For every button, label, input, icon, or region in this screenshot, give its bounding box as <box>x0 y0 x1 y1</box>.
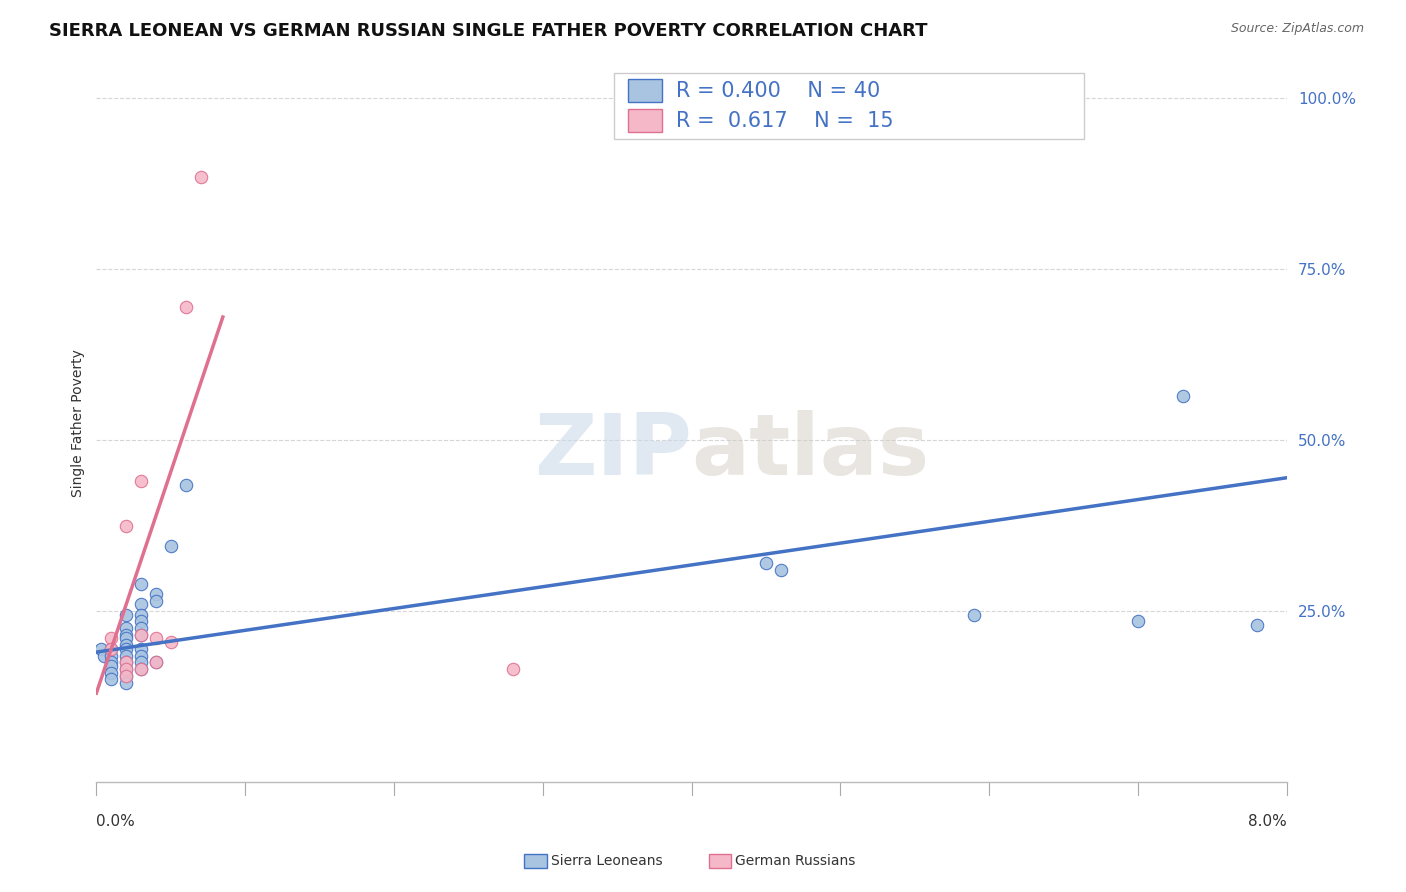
Point <box>963 607 986 622</box>
Point <box>129 474 152 488</box>
Point <box>159 539 181 553</box>
Point <box>129 648 152 663</box>
Text: R = 0.400    N = 40: R = 0.400 N = 40 <box>676 80 880 101</box>
Point <box>115 638 138 652</box>
Point <box>129 628 152 642</box>
Point <box>159 635 181 649</box>
Point <box>115 641 138 656</box>
Text: 0.0%: 0.0% <box>97 814 135 830</box>
Text: 8.0%: 8.0% <box>1249 814 1286 830</box>
Point <box>1246 617 1268 632</box>
Point <box>115 621 138 635</box>
Text: German Russians: German Russians <box>735 854 856 868</box>
Text: SIERRA LEONEAN VS GERMAN RUSSIAN SINGLE FATHER POVERTY CORRELATION CHART: SIERRA LEONEAN VS GERMAN RUSSIAN SINGLE … <box>49 22 928 40</box>
Point <box>115 662 138 676</box>
Point <box>129 621 152 635</box>
Point <box>769 563 792 577</box>
Point <box>115 669 138 683</box>
Point <box>100 673 122 687</box>
Point <box>100 632 122 646</box>
Point <box>502 662 524 676</box>
Point <box>129 662 152 676</box>
Point <box>90 641 112 656</box>
Point <box>129 641 152 656</box>
Point <box>129 576 152 591</box>
Point <box>129 615 152 629</box>
Text: Source: ZipAtlas.com: Source: ZipAtlas.com <box>1230 22 1364 36</box>
Point <box>1126 615 1149 629</box>
Text: ZIP: ZIP <box>534 410 692 493</box>
Point <box>115 662 138 676</box>
Text: R =  0.617    N =  15: R = 0.617 N = 15 <box>676 111 894 131</box>
Point <box>100 665 122 680</box>
Point <box>93 648 115 663</box>
Point <box>129 656 152 670</box>
Point <box>115 676 138 690</box>
Point <box>145 587 167 601</box>
Point <box>145 632 167 646</box>
Point <box>115 607 138 622</box>
Bar <box>628 79 662 102</box>
Point <box>129 628 152 642</box>
Text: Sierra Leoneans: Sierra Leoneans <box>551 854 662 868</box>
Point <box>755 556 778 570</box>
Bar <box>628 110 662 132</box>
Point <box>129 597 152 611</box>
Point <box>145 594 167 608</box>
Point <box>145 656 167 670</box>
Y-axis label: Single Father Poverty: Single Father Poverty <box>72 349 86 497</box>
Point <box>100 656 122 670</box>
Point <box>1171 389 1194 403</box>
Point <box>129 662 152 676</box>
Point <box>174 477 197 491</box>
Point <box>115 648 138 663</box>
Point <box>190 169 212 184</box>
Point <box>100 658 122 673</box>
Point <box>174 300 197 314</box>
Point <box>129 607 152 622</box>
Point <box>115 518 138 533</box>
Point <box>145 656 167 670</box>
Point <box>100 641 122 656</box>
Point <box>115 632 138 646</box>
Point <box>100 648 122 663</box>
Point <box>115 628 138 642</box>
Text: atlas: atlas <box>692 410 929 493</box>
Point <box>100 641 122 656</box>
Point <box>115 656 138 670</box>
Point <box>115 669 138 683</box>
FancyBboxPatch shape <box>614 73 1084 139</box>
Point <box>115 656 138 670</box>
